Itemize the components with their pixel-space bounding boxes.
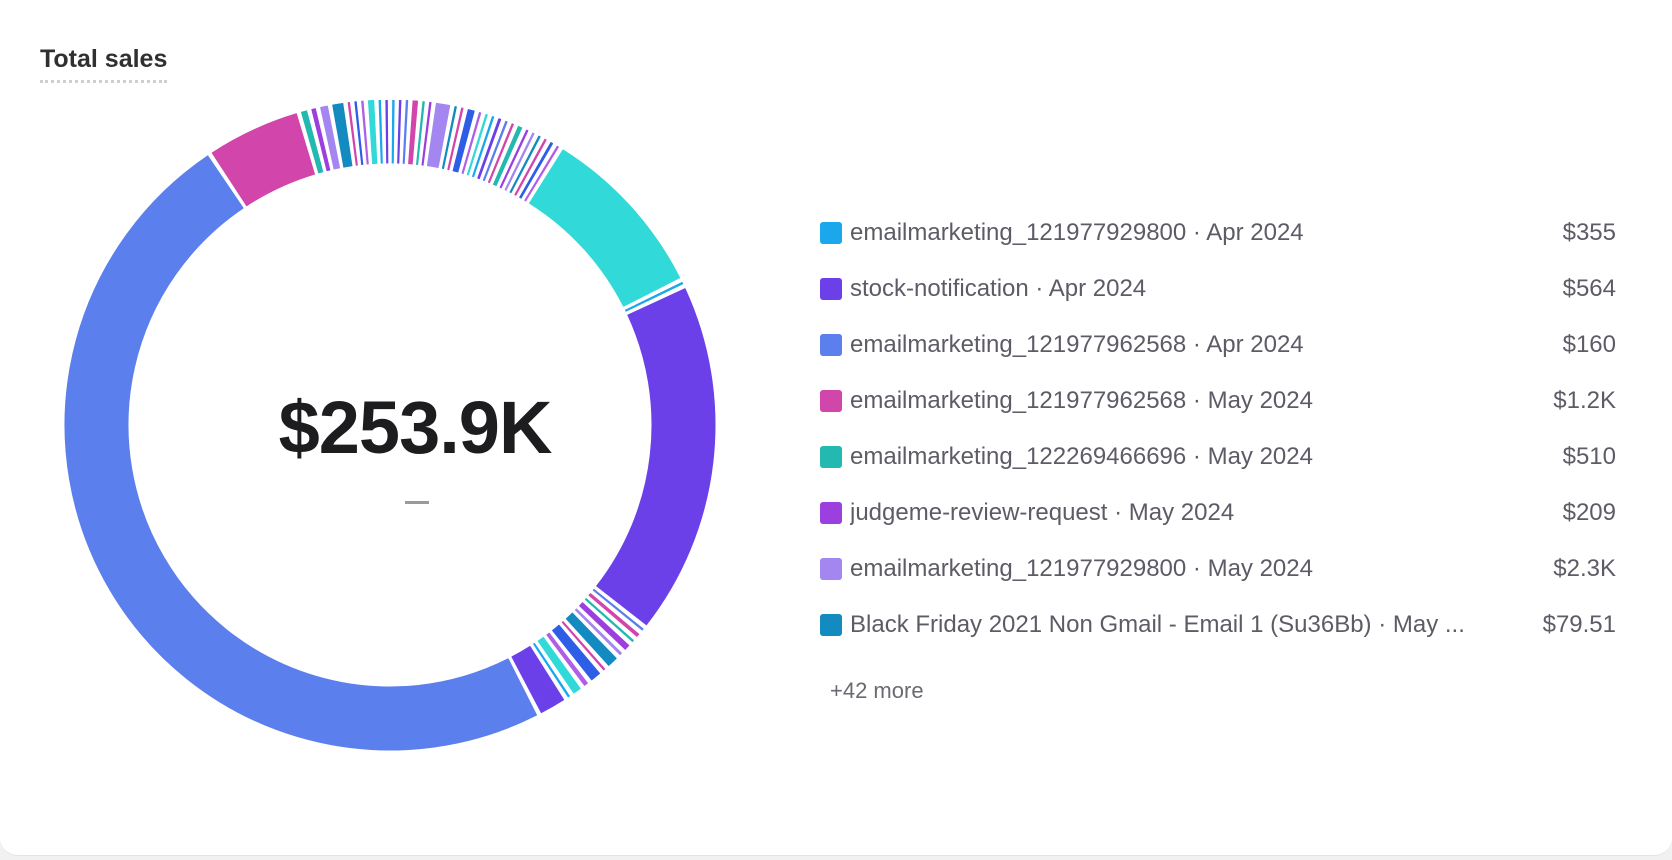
donut-slice[interactable] — [211, 113, 315, 207]
donut-slice[interactable] — [524, 145, 559, 202]
donut-slice[interactable] — [509, 135, 541, 194]
donut-slice[interactable] — [472, 116, 495, 178]
donut-slice[interactable] — [537, 636, 581, 694]
more-items-link[interactable]: +42 more — [830, 678, 924, 703]
donut-slice[interactable] — [574, 608, 622, 656]
donut-slice[interactable] — [361, 100, 369, 165]
legend-swatch — [820, 446, 842, 468]
donut-slice[interactable] — [482, 120, 508, 182]
donut-slice[interactable] — [596, 288, 716, 626]
donut-slice[interactable] — [592, 588, 644, 631]
donut-slice[interactable] — [378, 100, 383, 164]
legend-swatch — [820, 614, 842, 636]
donut-slice[interactable] — [584, 598, 634, 642]
legend-value: $564 — [1562, 275, 1616, 302]
donut-slice[interactable] — [320, 105, 341, 170]
donut-slice[interactable] — [492, 125, 523, 186]
comparison-dash — [405, 501, 429, 504]
donut-slice[interactable] — [487, 123, 514, 184]
donut-slice[interactable] — [311, 108, 331, 172]
donut-slice[interactable] — [461, 112, 482, 174]
donut-svg — [64, 100, 716, 751]
legend-item[interactable]: stock-notification · Apr 2024 $564 — [820, 261, 1616, 317]
donut-slice[interactable] — [511, 645, 565, 714]
legend-swatch — [820, 558, 842, 580]
donut-slice[interactable] — [301, 110, 324, 174]
legend-swatch — [820, 278, 842, 300]
donut-slice[interactable] — [579, 602, 630, 650]
legend-label: Black Friday 2021 Non Gmail - Email 1 (S… — [850, 611, 1465, 638]
legend-value: $160 — [1562, 331, 1616, 358]
legend-label: judgeme-review-request · May 2024 — [850, 499, 1235, 526]
legend-item[interactable]: emailmarketing_121977962568 · Apr 2024 $… — [820, 317, 1616, 373]
donut-slice[interactable] — [426, 102, 451, 168]
donut-slice[interactable] — [402, 100, 409, 164]
donut-slice[interactable] — [504, 132, 535, 191]
legend-label: emailmarketing_122269466696 · May 2024 — [850, 443, 1313, 470]
donut-slice[interactable] — [397, 100, 402, 164]
legend-label: emailmarketing_121977929800 · May 2024 — [850, 555, 1313, 582]
chart-legend: emailmarketing_121977929800 · Apr 2024 $… — [820, 205, 1616, 653]
donut-slice[interactable] — [552, 624, 601, 681]
legend-value: $79.51 — [1542, 611, 1616, 638]
donut-slice[interactable] — [347, 102, 358, 166]
donut-slice[interactable] — [533, 642, 570, 698]
donut-slice[interactable] — [528, 149, 681, 307]
legend-item[interactable]: emailmarketing_121977929800 · May 2024 $… — [820, 541, 1616, 597]
donut-slice[interactable] — [561, 621, 606, 671]
legend-item[interactable]: judgeme-review-request · May 2024 $209 — [820, 485, 1616, 541]
legend-swatch — [820, 334, 842, 356]
legend-item[interactable]: emailmarketing_121977929800 · Apr 2024 $… — [820, 205, 1616, 261]
donut-slice[interactable] — [332, 102, 353, 168]
total-sales-value: $253.9K — [278, 386, 553, 469]
donut-slice[interactable] — [421, 101, 432, 166]
donut-slice[interactable] — [391, 100, 395, 164]
donut-slice[interactable] — [408, 100, 419, 165]
legend-label: stock-notification · Apr 2024 — [850, 275, 1147, 302]
legend-label: emailmarketing_121977929800 · Apr 2024 — [850, 219, 1304, 246]
legend-item[interactable]: emailmarketing_122269466696 · May 2024 $… — [820, 429, 1616, 485]
donut-slice[interactable] — [565, 612, 617, 666]
donut-slice[interactable] — [385, 100, 389, 164]
donut-slice[interactable] — [64, 155, 538, 751]
legend-value: $209 — [1562, 499, 1616, 526]
legend-value: $355 — [1562, 219, 1616, 246]
donut-slice[interactable] — [519, 142, 554, 199]
legend-value: $1.2K — [1553, 387, 1616, 414]
legend-value: $2.3K — [1553, 555, 1616, 582]
legend-label: emailmarketing_121977962568 · Apr 2024 — [850, 331, 1304, 358]
donut-slice[interactable] — [447, 107, 464, 171]
legend-item[interactable]: emailmarketing_121977962568 · May 2024 $… — [820, 373, 1616, 429]
donut-slice[interactable] — [452, 109, 475, 173]
legend-swatch — [820, 222, 842, 244]
donut-slice[interactable] — [514, 138, 547, 196]
legend-swatch — [820, 502, 842, 524]
legend-swatch — [820, 390, 842, 412]
donut-slice[interactable] — [354, 101, 364, 166]
legend-value: $510 — [1562, 443, 1616, 470]
legend-label: emailmarketing_121977962568 · May 2024 — [850, 387, 1313, 414]
donut-slice[interactable] — [624, 282, 684, 312]
donut-slice[interactable] — [441, 106, 457, 170]
card-title[interactable]: Total sales — [40, 42, 168, 83]
legend-item[interactable]: Black Friday 2021 Non Gmail - Email 1 (S… — [820, 597, 1616, 653]
donut-slice[interactable] — [416, 101, 425, 165]
donut-slice[interactable] — [466, 113, 488, 176]
donut-slice[interactable] — [477, 118, 502, 180]
donut-slice[interactable] — [546, 632, 588, 686]
donut-slice[interactable] — [588, 593, 640, 637]
donut-chart — [40, 100, 790, 820]
donut-slice[interactable] — [367, 100, 378, 165]
donut-slice[interactable] — [499, 129, 529, 189]
